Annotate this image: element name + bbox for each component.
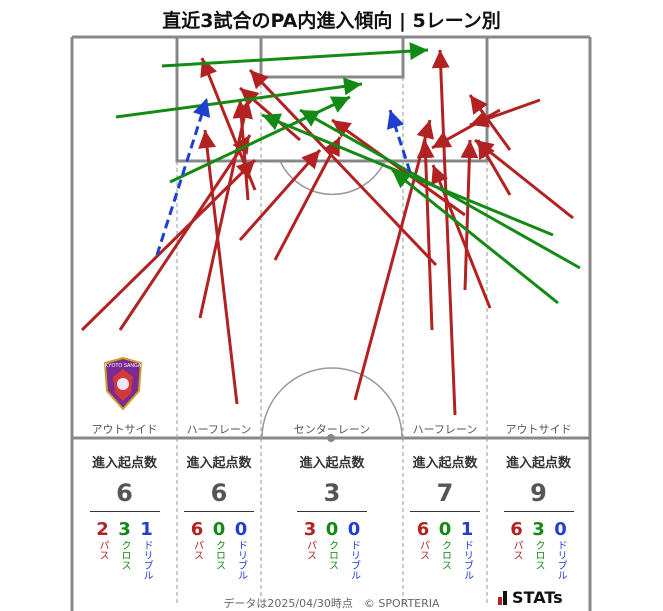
cross-count: 0: [438, 519, 452, 540]
stat-header: 進入起点数: [299, 456, 365, 471]
lane-stats-outside-right: 進入起点数 9 6 パス 3 クロス 0 ドリブル: [487, 452, 590, 580]
footer-note: データは2025/04/30時点 © SPORTERIA: [223, 597, 440, 610]
stat-total: 3: [323, 479, 341, 507]
lane-label-outside-left: アウトサイド: [91, 423, 158, 436]
cross-count: 3: [532, 519, 545, 540]
stat-header: 進入起点数: [505, 456, 571, 471]
cross-arrows: [115, 42, 581, 305]
stats-logo-icon: [498, 590, 507, 605]
stat-total: 6: [116, 479, 133, 507]
lane-label-center: センターレーン: [293, 423, 371, 436]
club-emblem: KYOTO SANGA: [103, 357, 143, 411]
stats-logo-text: STATs: [512, 588, 563, 607]
pass-arrows: [80, 49, 574, 416]
stat-header: 進入起点数: [91, 456, 157, 471]
lane-label-halfspace-right: ハーフレーン: [412, 423, 478, 436]
pass-count: 6: [190, 519, 204, 540]
lane-stats-halfspace-right: 進入起点数 7 6 パス 0 クロス 1 ドリブル: [403, 452, 487, 580]
lane-stats-outside-left: 進入起点数 6 2 パス 3 クロス 1 ドリブル: [72, 452, 177, 580]
dribble-arrows: [155, 97, 412, 256]
cross-count: 3: [118, 519, 131, 540]
dribble-count: 0: [234, 519, 248, 540]
dribble-count: 0: [554, 519, 567, 540]
stat-total: 9: [530, 479, 547, 507]
stat-header: 進入起点数: [412, 456, 478, 471]
chart-title: 直近3試合のPA内進入傾向 | 5レーン別: [162, 10, 501, 32]
stat-total: 7: [436, 479, 454, 507]
dribble-count: 1: [140, 519, 153, 540]
pass-count: 3: [303, 519, 317, 540]
dribble-count: 0: [347, 519, 361, 540]
lane-stats-halfspace-left: 進入起点数 6 6 パス 0 クロス 0 ドリブル: [177, 452, 261, 580]
pass-count: 6: [510, 519, 523, 540]
pass-count: 2: [96, 519, 109, 540]
lane-label-outside-right: アウトサイド: [505, 423, 572, 436]
stats-logo: STATs: [498, 588, 563, 607]
cross-count: 0: [325, 519, 339, 540]
stat-total: 6: [210, 479, 228, 507]
dribble-count: 1: [460, 519, 474, 540]
lane-stats-center: 進入起点数 3 3 パス 0 クロス 0 ドリブル: [261, 452, 403, 580]
pass-count: 6: [416, 519, 430, 540]
emblem-lettering: KYOTO SANGA: [105, 363, 142, 369]
stat-header: 進入起点数: [186, 456, 252, 471]
cross-count: 0: [212, 519, 226, 540]
lane-label-halfspace-left: ハーフレーン: [186, 423, 252, 436]
